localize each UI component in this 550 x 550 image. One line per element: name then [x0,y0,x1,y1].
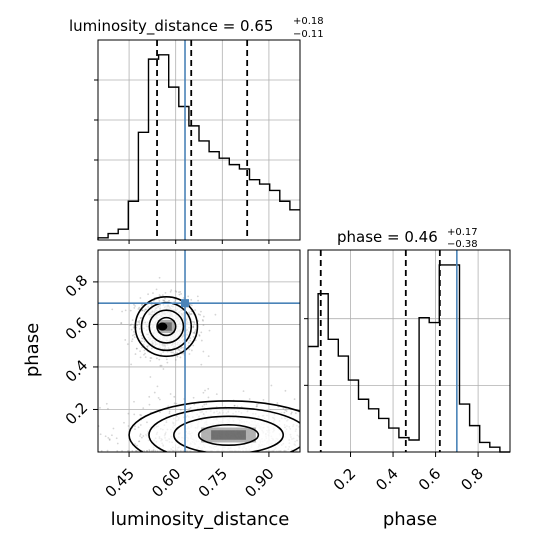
contour-1-1 [148,406,300,452]
tick-label-phase-y-2: 0.6 [62,314,92,344]
histograms [97,54,510,453]
hist-phase-title-plus: +0.17 [447,227,478,238]
contour-0-0 [134,295,199,358]
hist-luminosity-distance-title-plus: +0.18 [293,16,324,27]
tick-label-ld-1: 0.60 [148,465,184,501]
tick-label-phase-x-1: 0.4 [372,465,402,495]
tick-label-phase-x-0: 0.2 [330,465,360,495]
tick-label-phase-y-0: 0.2 [62,399,92,429]
tick-label-phase-y-3: 0.8 [62,271,92,301]
grid-lines [98,40,510,452]
hist-phase-title: phase = 0.46 [337,228,438,246]
x-axis-label-luminosity-distance: luminosity_distance [111,509,290,530]
tick-label-phase-y-1: 0.4 [62,356,92,386]
tick-label-phase-x-3: 0.8 [457,465,487,495]
contour-1-2 [173,415,285,452]
density-core-1-1 [211,430,246,440]
histogram-luminosity-distance [97,54,300,240]
truth-marker [181,299,190,308]
contour-lines [128,295,300,452]
y-axis-label-phase: phase [22,323,43,377]
frame-top-hist [97,39,301,241]
histogram-phase [308,264,510,453]
tick-label-ld-0: 0.45 [102,465,138,501]
x-axis-label-phase: phase [383,509,437,530]
contour-peak-0 [157,322,168,331]
hist-luminosity-distance-title: luminosity_distance = 0.65 [69,17,273,36]
axis-ticks [93,79,479,457]
contour-0-3 [156,316,177,337]
quantile-lines [156,40,441,452]
hist-luminosity-distance-title-minus: −0.11 [293,29,324,40]
density-level-1-2 [193,423,264,447]
frame-right-hist [307,249,511,453]
tick-label-ld-3: 0.90 [241,465,277,501]
truth-lines [98,40,458,452]
density-core-1-0 [201,427,256,443]
contour-0-2 [148,309,185,344]
contour-1-0 [128,400,300,452]
panel-frames [97,39,511,453]
frame-scatter [97,249,301,453]
tick-label-phase-x-2: 0.6 [415,465,445,495]
contour-1-3 [197,423,260,446]
hist-phase-title-minus: −0.38 [447,239,478,250]
tick-label-ld-2: 0.75 [195,465,231,501]
